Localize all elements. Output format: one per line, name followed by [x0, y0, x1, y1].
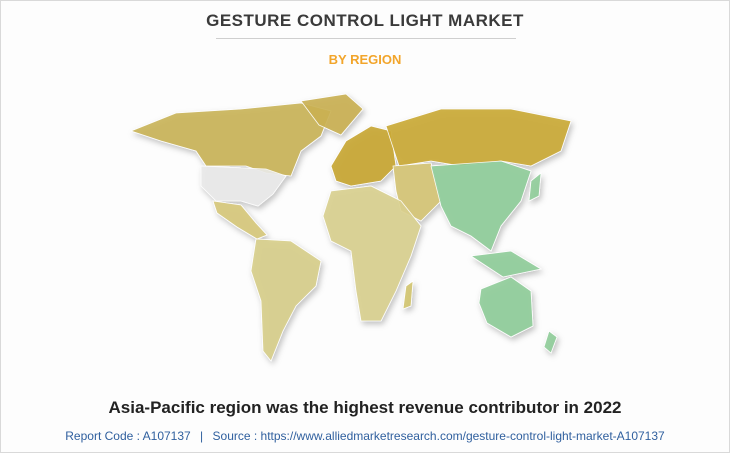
new-zealand [543, 330, 558, 354]
central-america [212, 200, 268, 240]
source: Source : https://www.alliedmarketresearc… [212, 429, 665, 443]
madagascar [402, 280, 414, 310]
title-rule [216, 38, 516, 39]
footer: Report Code : A107137 | Source : https:/… [1, 429, 729, 443]
north-america [129, 102, 332, 177]
report-code: Report Code : A107137 [65, 429, 191, 443]
africa [322, 185, 422, 322]
australia [478, 276, 534, 338]
japan [528, 172, 542, 202]
south-america [250, 238, 322, 362]
caption: Asia-Pacific region was the highest reve… [108, 398, 622, 417]
usa [200, 165, 287, 207]
title: GESTURE CONTROL LIGHT MARKET [206, 11, 524, 30]
asia [430, 160, 532, 252]
southeast-asia [469, 250, 543, 278]
russia [385, 108, 572, 167]
separator: | [200, 429, 204, 443]
subtitle: BY REGION [328, 52, 402, 67]
greenland [300, 93, 364, 136]
